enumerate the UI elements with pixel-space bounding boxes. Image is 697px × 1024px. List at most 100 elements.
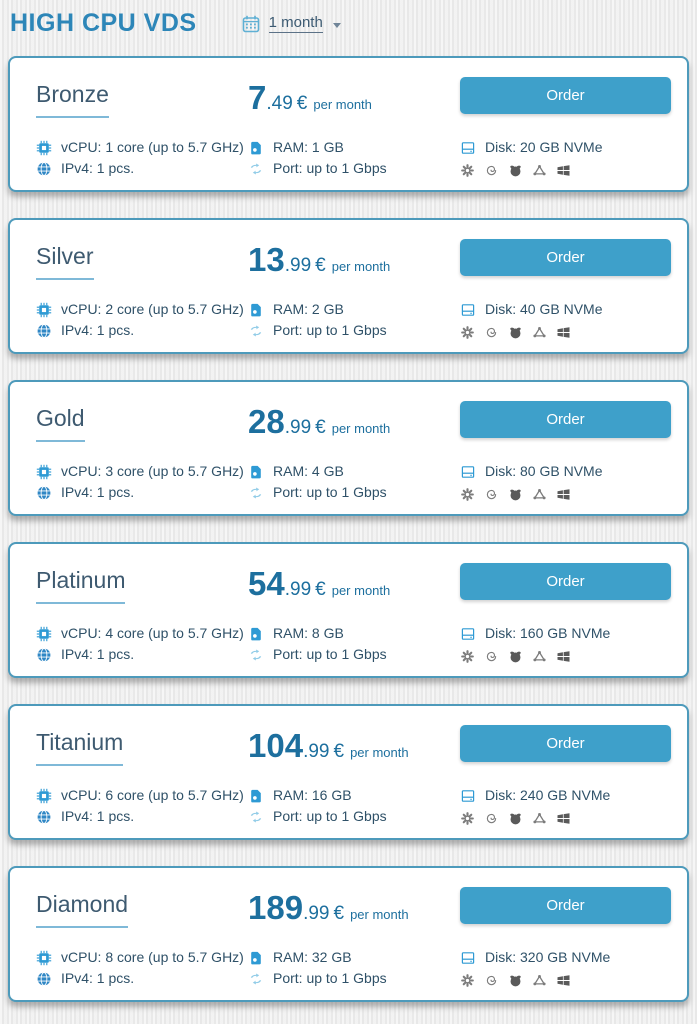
spec-port-label: Port: up to 1 Gbps — [273, 970, 387, 986]
spec-ram: RAM: 4 GB — [248, 461, 460, 482]
plan-title-cell: Platinum — [36, 563, 248, 604]
disk-icon — [460, 788, 476, 804]
spec-vcpu-label: vCPU: 2 core (up to 5.7 GHz) — [61, 301, 244, 317]
price-integer: 54 — [248, 565, 285, 602]
price-period-label: per month — [331, 583, 391, 598]
order-button[interactable]: Order — [460, 887, 671, 924]
spec-disk: Disk: 320 GB NVMe — [460, 947, 671, 968]
calendar-icon — [241, 14, 261, 34]
spec-disk: Disk: 160 GB NVMe — [460, 623, 671, 644]
windows-icon — [556, 649, 571, 664]
price-decimal: .49 — [266, 93, 293, 114]
spec-ram: RAM: 2 GB — [248, 299, 460, 320]
os-icons-row — [460, 647, 671, 665]
spec-port: Port: up to 1 Gbps — [248, 158, 460, 179]
plan-name: Titanium — [36, 731, 124, 766]
spec-disk-label: Disk: 80 GB NVMe — [485, 463, 603, 479]
billing-period-selector[interactable]: 1 month — [241, 14, 341, 34]
spec-port: Port: up to 1 Gbps — [248, 320, 460, 341]
price-integer: 104 — [248, 727, 304, 764]
ubuntu-icon — [532, 973, 547, 988]
spec-vcpu: vCPU: 1 core (up to 5.7 GHz) — [36, 137, 248, 158]
plan-name: Silver — [36, 245, 94, 280]
memory-card-icon — [248, 302, 264, 318]
spec-disk-label: Disk: 160 GB NVMe — [485, 625, 611, 641]
spec-ipv4-label: IPv4: 1 pcs. — [61, 808, 135, 824]
order-cell: Order — [460, 77, 671, 137]
cpu-chip-icon — [36, 626, 52, 642]
windows-icon — [556, 163, 571, 178]
memory-card-icon — [248, 140, 264, 156]
disk-icon — [460, 626, 476, 642]
ubuntu-icon — [532, 163, 547, 178]
page-header: HIGH CPU VDS 1 month — [0, 0, 697, 56]
os-icons-row — [460, 485, 671, 503]
order-button[interactable]: Order — [460, 239, 671, 276]
billing-period-value[interactable]: 1 month — [268, 14, 323, 33]
cpu-chip-icon — [36, 140, 52, 156]
globe-icon — [36, 323, 52, 339]
chevron-down-icon — [332, 22, 341, 28]
plan-card-titanium: Titanium 104.99 € per month Order vCPU: 6 … — [8, 704, 689, 840]
order-cell: Order — [460, 725, 671, 785]
order-cell: Order — [460, 401, 671, 461]
plan-price: 28.99 € per month — [248, 405, 460, 461]
order-button[interactable]: Order — [460, 401, 671, 438]
centos-icon — [460, 649, 475, 664]
order-button[interactable]: Order — [460, 563, 671, 600]
disk-icon — [460, 464, 476, 480]
plan-price: 104.99 € per month — [248, 729, 460, 785]
centos-icon — [460, 973, 475, 988]
spec-ipv4: IPv4: 1 pcs. — [36, 320, 248, 341]
freebsd-icon — [508, 811, 523, 826]
price-currency: € — [315, 579, 326, 600]
os-icons-row — [460, 971, 671, 989]
spec-port-label: Port: up to 1 Gbps — [273, 322, 387, 338]
spec-port: Port: up to 1 Gbps — [248, 806, 460, 827]
debian-icon — [484, 487, 499, 502]
bandwidth-arrows-icon — [248, 971, 264, 987]
globe-icon — [36, 647, 52, 663]
centos-icon — [460, 163, 475, 178]
spec-vcpu: vCPU: 6 core (up to 5.7 GHz) — [36, 785, 248, 806]
cpu-chip-icon — [36, 950, 52, 966]
spec-vcpu: vCPU: 3 core (up to 5.7 GHz) — [36, 461, 248, 482]
spec-vcpu-label: vCPU: 1 core (up to 5.7 GHz) — [61, 139, 244, 155]
globe-icon — [36, 809, 52, 825]
spec-disk-label: Disk: 20 GB NVMe — [485, 139, 603, 155]
order-button[interactable]: Order — [460, 725, 671, 762]
cpu-chip-icon — [36, 788, 52, 804]
price-decimal: .99 — [284, 579, 312, 600]
price-integer: 7 — [248, 79, 267, 116]
order-button[interactable]: Order — [460, 77, 671, 114]
price-currency: € — [333, 741, 345, 762]
price-period-label: per month — [350, 907, 409, 922]
spec-ram: RAM: 32 GB — [248, 947, 460, 968]
spec-vcpu: vCPU: 2 core (up to 5.7 GHz) — [36, 299, 248, 320]
spec-ipv4: IPv4: 1 pcs. — [36, 482, 248, 503]
ubuntu-icon — [532, 649, 547, 664]
plan-title-cell: Silver — [36, 239, 248, 280]
order-cell: Order — [460, 887, 671, 947]
plan-card-platinum: Platinum 54.99 € per month Order vCPU: 4 c… — [8, 542, 689, 678]
debian-icon — [484, 163, 499, 178]
centos-icon — [460, 325, 475, 340]
memory-card-icon — [248, 626, 264, 642]
spec-vcpu: vCPU: 8 core (up to 5.7 GHz) — [36, 947, 248, 968]
bandwidth-arrows-icon — [248, 647, 264, 663]
page-title: HIGH CPU VDS — [10, 9, 197, 37]
spec-port-label: Port: up to 1 Gbps — [273, 808, 387, 824]
spec-disk: Disk: 20 GB NVMe — [460, 137, 671, 158]
ubuntu-icon — [532, 487, 547, 502]
spec-ipv4-label: IPv4: 1 pcs. — [61, 646, 135, 662]
spec-disk: Disk: 240 GB NVMe — [460, 785, 671, 806]
disk-icon — [460, 140, 476, 156]
spec-vcpu-label: vCPU: 4 core (up to 5.7 GHz) — [61, 625, 244, 641]
spec-ram: RAM: 8 GB — [248, 623, 460, 644]
order-cell: Order — [460, 563, 671, 623]
price-decimal: .99 — [284, 255, 312, 276]
ubuntu-icon — [532, 325, 547, 340]
plan-name: Platinum — [36, 569, 126, 604]
price-decimal: .99 — [303, 903, 330, 924]
spec-ram-label: RAM: 32 GB — [273, 949, 352, 965]
